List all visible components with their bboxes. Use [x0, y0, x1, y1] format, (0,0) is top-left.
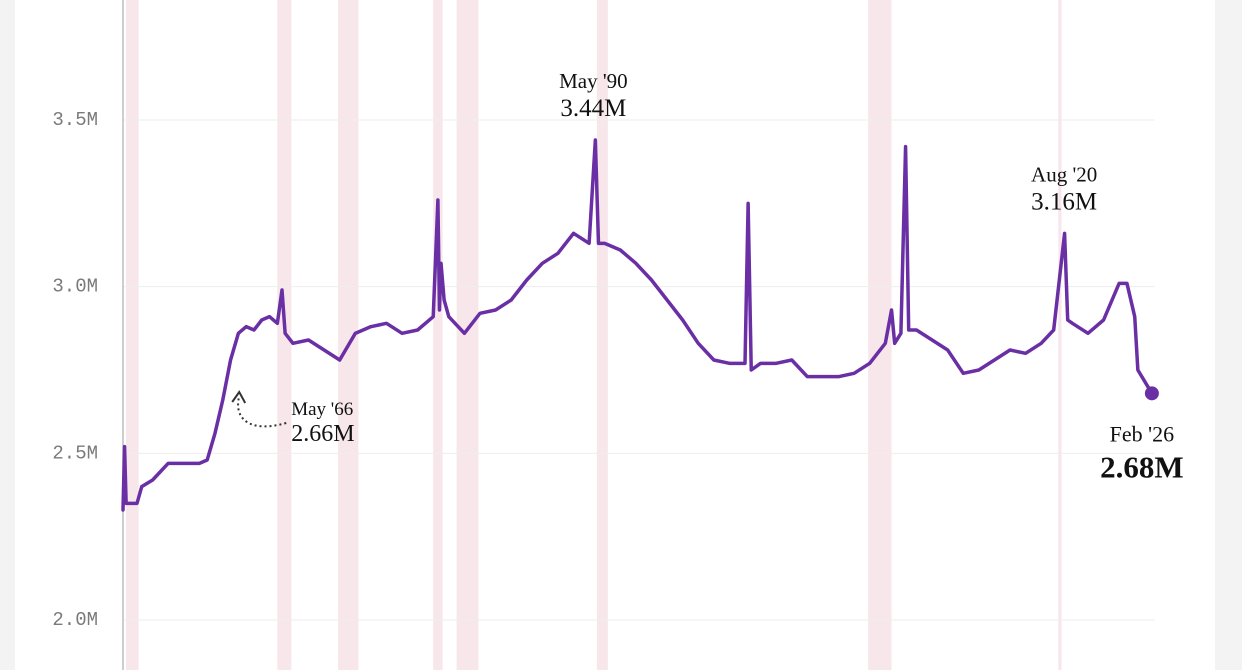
plot: May '662.66M May '903.44M Aug '203.16M Feb …	[121, 69, 1184, 512]
recession-band	[868, 0, 892, 670]
recession-band	[1058, 0, 1062, 670]
recession-band	[338, 0, 359, 670]
line-series	[121, 138, 1154, 512]
annotation-value: 3.44M	[560, 95, 626, 122]
annotation-value: 3.16M	[1031, 188, 1097, 215]
recession-band	[126, 0, 139, 670]
y-tick-label: 2.5M	[52, 442, 98, 464]
recession-band	[456, 0, 479, 670]
annotation-arrowhead	[231, 390, 247, 404]
end-point	[1144, 386, 1159, 401]
annotation-label: Aug '20	[1031, 162, 1097, 186]
grid: 2.0M 2.5M 3.0M 3.5M	[52, 109, 1155, 631]
annotation-arrow	[237, 395, 287, 428]
y-tick-label: 2.0M	[52, 609, 98, 631]
annotation-label: May '90	[559, 69, 628, 93]
annotation-label: Feb '26	[1110, 421, 1174, 446]
y-tick-label: 3.0M	[52, 276, 98, 298]
annotation-label: May '66	[291, 399, 353, 420]
right-margin	[1215, 0, 1242, 670]
recession-band	[596, 0, 608, 670]
annotation-value: 2.68M	[1100, 449, 1184, 484]
annotation-value: 2.66M	[291, 421, 354, 447]
left-margin	[0, 0, 15, 670]
y-tick-label: 3.5M	[52, 109, 98, 131]
recession-band	[433, 0, 443, 670]
